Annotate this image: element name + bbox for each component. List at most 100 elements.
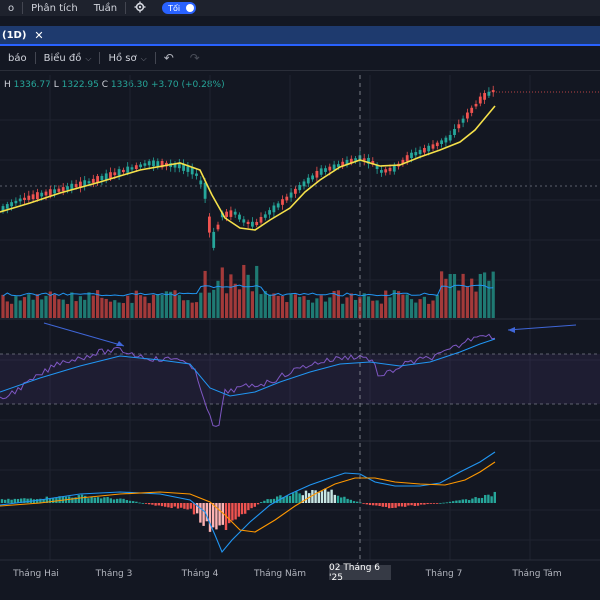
macd-histogram-bar [413,503,416,506]
macd-histogram-bar [266,499,269,503]
volume-bar [27,294,31,318]
volume-bar [397,291,401,318]
macd-histogram-bar [439,502,442,504]
macd-histogram-bar [333,494,336,503]
redo-icon[interactable]: ↷ [189,51,200,65]
macd-histogram-bar [448,501,452,503]
candle [74,184,78,188]
time-axis-label: Tháng Tám [511,569,561,579]
candle [66,186,69,190]
macd-histogram-bar [455,500,458,503]
volume-bar [130,302,134,318]
volume-bar [18,300,22,318]
volume-bar [53,294,57,318]
candle [427,145,431,152]
chart-tab[interactable]: (1D) [2,29,27,41]
volume-bar [405,294,409,318]
candle [23,197,26,201]
candle [246,221,250,224]
candle [423,147,426,153]
close-icon[interactable]: ✕ [34,28,44,42]
macd-histogram-bar [384,503,388,507]
macd-histogram-bar [199,503,202,523]
macd-histogram-bar [282,496,285,503]
volume-bar [160,294,164,318]
volume-bar [431,300,435,318]
gear-icon[interactable] [126,1,154,16]
candle [470,107,474,113]
macd-histogram-bar [119,498,122,503]
volume-bar [280,296,285,318]
time-axis-label: Tháng Năm [253,569,306,579]
candle [345,159,349,166]
volume-bar [126,295,130,318]
candle [216,224,220,230]
macd-histogram-bar [416,503,420,506]
volume-bar [5,301,9,318]
macd-histogram-bar [16,498,20,503]
macd-histogram-bar [183,503,186,509]
candle [306,177,310,184]
week-menu[interactable]: Tuần [93,2,118,14]
alerts-button[interactable]: báo [8,52,27,64]
undo-icon[interactable]: ↶ [163,51,174,65]
macd-histogram-bar [103,497,106,503]
volume-bar [173,290,177,318]
macd-histogram-bar [407,503,410,506]
volume-bar [237,289,242,318]
close-label: C [101,80,109,90]
macd-histogram-bar [202,503,205,526]
macd-histogram-bar [160,503,164,507]
volume-bar [345,297,349,318]
macd-histogram-bar [304,490,308,503]
candle [362,158,366,161]
volume-bar [298,296,302,318]
candle [147,161,151,166]
candle [130,167,134,170]
macd-histogram-bar [23,498,26,503]
macd-histogram-bar [404,503,407,507]
volume-bar [199,292,203,318]
high-value: 1336.77 [13,80,51,90]
macd-histogram-bar [157,503,160,506]
macd-histogram-bar [484,495,487,503]
candle [418,149,422,155]
volume-bar [212,289,216,318]
macd-histogram-bar [269,499,272,503]
profile-dropdown[interactable]: Hồ sơ ⌵ [100,53,154,64]
macd-histogram-bar [0,499,4,503]
volume-bar [151,294,156,318]
volume-bar [14,296,18,318]
candle [113,172,117,176]
theme-toggle[interactable]: Tối [162,2,197,14]
interval-menu[interactable]: o [8,2,15,14]
macd-histogram-bar [487,494,490,503]
macd-histogram-bar [372,503,375,506]
volume-bar [40,299,44,318]
chart-type-dropdown[interactable]: Biểu đồ ⌵ [36,53,100,64]
candle [380,170,383,173]
volume-bar [401,294,405,318]
macd-histogram-bar [231,503,234,521]
volume-bar [306,299,310,318]
macd-histogram-bar [192,503,196,515]
volume-bar [255,265,259,318]
change-value: +3.70 (+0.28%) [151,80,225,90]
macd-histogram-bar [205,503,208,522]
macd-histogram-bar [208,503,212,532]
macd-histogram-bar [128,500,132,503]
divider [125,2,127,14]
time-axis-label: Tháng 3 [95,569,133,579]
volume-bar [61,299,65,318]
rsi-ma-line [0,338,496,397]
macd-histogram-bar [368,503,372,506]
macd-histogram-bar [80,494,84,503]
macd-histogram-bar [256,503,260,505]
macd-histogram-bar [87,498,90,503]
candle [401,159,405,164]
analysis-menu[interactable]: Phân tích [31,2,78,14]
volume-bar [229,274,233,318]
candle [36,192,39,200]
volume-bar [246,274,250,318]
